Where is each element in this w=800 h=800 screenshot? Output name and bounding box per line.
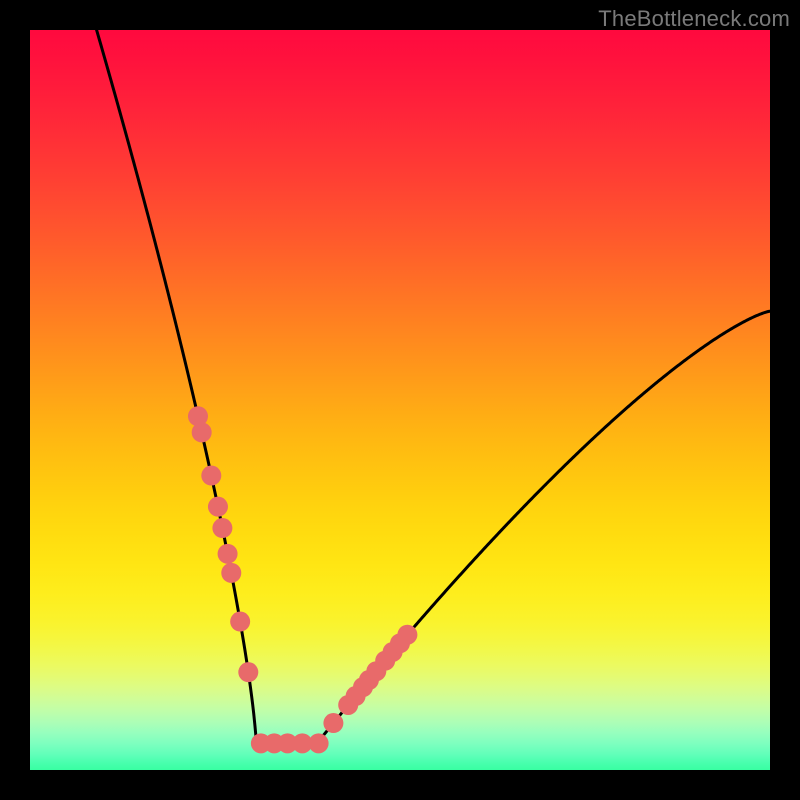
watermark-text: TheBottleneck.com (598, 6, 790, 32)
data-marker (397, 625, 417, 645)
data-marker (201, 466, 221, 486)
data-marker (208, 497, 228, 517)
gradient-background (30, 30, 770, 770)
data-marker (192, 422, 212, 442)
data-marker (309, 733, 329, 753)
data-marker (230, 612, 250, 632)
chart-container: TheBottleneck.com (0, 0, 800, 800)
data-marker (238, 662, 258, 682)
data-marker (323, 713, 343, 733)
data-marker (212, 518, 232, 538)
data-marker (218, 544, 238, 564)
bottleneck-curve-plot (30, 30, 770, 770)
data-marker (221, 563, 241, 583)
